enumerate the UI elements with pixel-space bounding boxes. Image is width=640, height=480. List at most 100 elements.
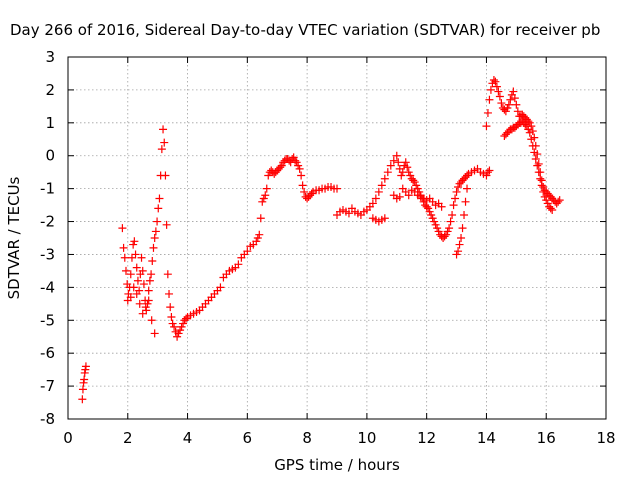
data-point [445,224,454,233]
data-point [374,187,383,196]
data-point [446,217,455,226]
data-point [377,181,386,190]
data-point [157,145,166,154]
data-point [81,362,90,371]
data-point [485,95,494,104]
x-tick-label: 4 [183,429,193,447]
data-point [179,319,188,328]
data-point [333,184,341,193]
data-point [371,194,380,203]
data-point [504,100,513,109]
data-point [256,214,265,223]
x-tick-label: 18 [596,429,615,447]
data-point [141,303,150,312]
data-point [525,128,534,137]
x-tick-label: 16 [537,429,556,447]
data-point [530,148,539,157]
data-point [291,156,300,165]
data-point [276,163,285,172]
data-point [155,194,164,203]
data-point [454,182,463,191]
data-point [176,326,185,335]
data-point [397,171,406,180]
data-point [118,224,127,233]
data-point [255,230,264,239]
data-point [151,227,160,236]
y-tick-label: 3 [45,48,55,66]
data-point [147,270,156,279]
data-point [170,322,179,331]
data-point [485,166,494,175]
data-point [463,171,472,180]
data-point [150,234,159,242]
data-point [528,141,537,150]
data-point [440,232,449,241]
data-point [149,243,158,252]
data-point [460,210,469,219]
data-point [503,104,512,113]
data-point [131,250,140,259]
data-point [509,87,518,96]
data-point [540,192,549,201]
data-point [144,286,153,295]
data-point [258,197,267,206]
data-point [138,309,147,318]
data-point [78,395,87,404]
data-point [491,77,500,86]
data-point [127,253,136,262]
data-point [253,234,262,242]
data-point [406,171,415,180]
data-point [533,161,542,170]
data-point [177,322,186,331]
data-point [452,187,461,196]
data-point [166,303,175,312]
data-point [536,174,545,183]
data-point [160,138,169,147]
data-point [489,76,498,85]
data-point [137,253,146,262]
data-point [452,250,461,259]
y-tick-label: 1 [45,114,55,132]
data-point [482,122,491,131]
data-point [437,202,446,211]
data-point [162,220,171,229]
data-point [434,227,443,236]
data-point [139,280,148,289]
data-point [395,192,404,201]
data-point [483,168,492,177]
data-point [512,100,521,109]
data-point [424,204,433,213]
y-tick-label: -8 [40,410,55,428]
data-point [546,204,555,213]
y-tick-label: -2 [40,213,55,231]
data-point [389,156,398,165]
data-points [78,76,564,404]
y-tick-label: 0 [45,147,55,165]
data-point [555,196,564,205]
data-point [543,199,552,208]
data-point [404,191,413,200]
data-point [153,217,162,226]
data-point [442,230,451,239]
data-point [292,158,301,167]
data-point [126,270,135,279]
y-tick-label: -1 [40,180,55,198]
data-point [448,210,457,219]
data-point [264,171,273,180]
data-point [132,289,141,298]
data-point [261,191,270,200]
data-point [394,158,403,167]
data-point [486,85,495,94]
data-point [144,296,153,305]
data-point [431,220,440,229]
x-tick-label: 6 [243,429,253,447]
y-tick-label: -3 [40,245,55,263]
data-point [497,99,506,108]
data-point [132,263,141,272]
data-point [262,184,271,193]
data-point [147,316,156,325]
data-point [135,299,144,308]
data-point [531,155,540,164]
data-point [120,253,129,262]
